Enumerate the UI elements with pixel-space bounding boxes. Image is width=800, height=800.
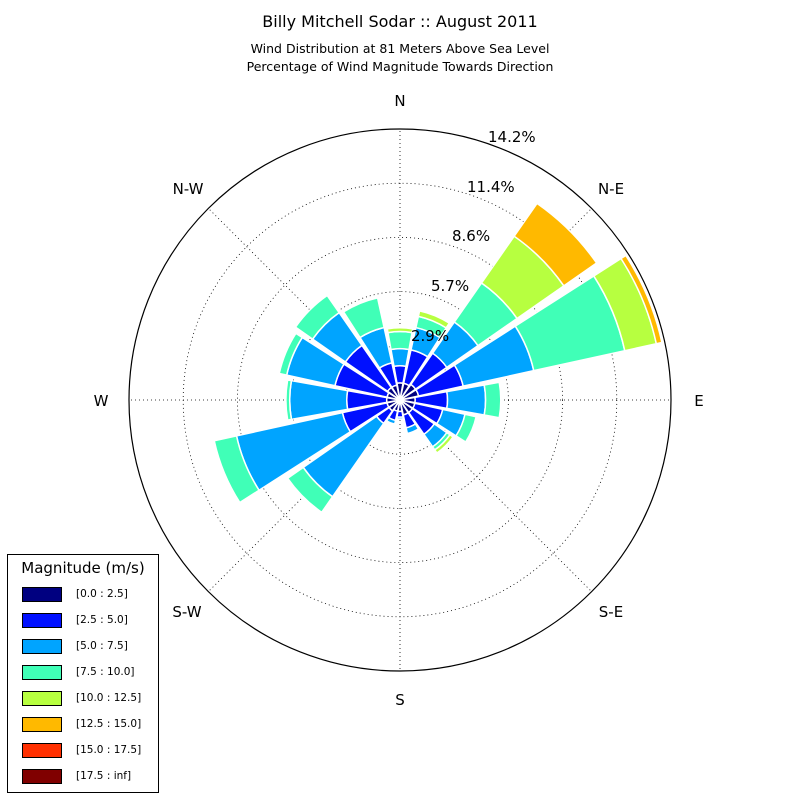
bar-dir337.5-bin3 — [342, 297, 385, 339]
legend-swatch-0 — [22, 587, 62, 602]
direction-label-n-w: N-W — [173, 180, 204, 198]
legend-label-0: [0.0 : 2.5] — [76, 588, 128, 600]
legend-swatch-1 — [22, 613, 62, 628]
ring-label-1: 2.9% — [411, 327, 449, 345]
bar-dir315-bin3 — [294, 294, 340, 340]
wind-bars — [213, 202, 663, 514]
legend: Magnitude (m/s) [0.0 : 2.5] [2.5 : 5.0] [5… — [7, 554, 159, 793]
bar-dir180-bin2 — [395, 416, 405, 420]
legend-label-1: [2.5 : 5.0] — [76, 614, 128, 626]
bar-dir0-bin2 — [390, 347, 410, 368]
bar-dir90-bin3 — [483, 381, 502, 419]
direction-label-s-w: S-W — [172, 603, 201, 621]
legend-title: Magnitude (m/s) — [21, 559, 145, 577]
bar-dir225-bin3 — [286, 466, 334, 514]
direction-label-s-e: S-E — [599, 603, 623, 621]
bar-dir45-bin5 — [513, 202, 598, 287]
grid-ring-3 — [236, 236, 564, 564]
direction-label-n-e: N-E — [598, 180, 624, 198]
legend-label-6: [15.0 : 17.5] — [76, 744, 142, 756]
ring-labels: 2.9% 5.7% 8.6% 11.4% 14.2% — [411, 128, 536, 345]
legend-label-4: [10.0 : 12.5] — [76, 692, 142, 704]
bar-dir22.5-bin4 — [417, 310, 450, 329]
chart-title: Billy Mitchell Sodar :: August 2011 — [262, 12, 538, 31]
direction-labels: N N-E E S-E S S-W W N-W — [94, 92, 704, 709]
ring-label-5: 14.2% — [488, 128, 536, 146]
legend-label-5: [12.5 : 15.0] — [76, 718, 142, 730]
ring-label-3: 8.6% — [452, 227, 490, 245]
legend-swatch-5 — [22, 717, 62, 732]
chart-subtitle-line-1: Wind Distribution at 81 Meters Above Sea… — [250, 41, 550, 56]
bar-dir157.5-bin2 — [405, 423, 420, 435]
chart-subtitle-line-2: Percentage of Wind Magnitude Towards Dir… — [246, 59, 554, 74]
bar-dir0-bin3 — [387, 330, 413, 351]
legend-swatch-3 — [22, 665, 62, 680]
legend-swatch-7 — [22, 769, 62, 784]
bar-dir292.5-bin3 — [278, 332, 304, 376]
direction-label-e: E — [694, 392, 703, 410]
bar-dir112.5-bin3 — [455, 413, 477, 443]
ring-label-2: 5.7% — [431, 277, 469, 295]
legend-label-2: [5.0 : 7.5] — [76, 640, 128, 652]
direction-label-n: N — [394, 92, 405, 110]
bar-dir67.5-bin5 — [620, 254, 663, 345]
legend-swatch-4 — [22, 691, 62, 706]
bar-dir135-bin4 — [434, 434, 454, 454]
bar-dir0-bin4 — [386, 326, 414, 334]
legend-label-7: [17.5 : inf] — [76, 770, 132, 782]
bar-dir247.5-bin3 — [213, 435, 260, 504]
legend-swatch-2 — [22, 639, 62, 654]
legend-label-3: [7.5 : 10.0] — [76, 666, 135, 678]
bar-dir270-bin3 — [285, 379, 293, 421]
legend-swatch-6 — [22, 743, 62, 758]
outer-ring — [128, 128, 672, 672]
ring-label-4: 11.4% — [467, 178, 515, 196]
direction-label-w: W — [94, 392, 109, 410]
bar-dir90-bin2 — [446, 384, 487, 416]
bar-dir202.5-bin2 — [385, 416, 397, 425]
direction-label-s: S — [395, 691, 405, 709]
